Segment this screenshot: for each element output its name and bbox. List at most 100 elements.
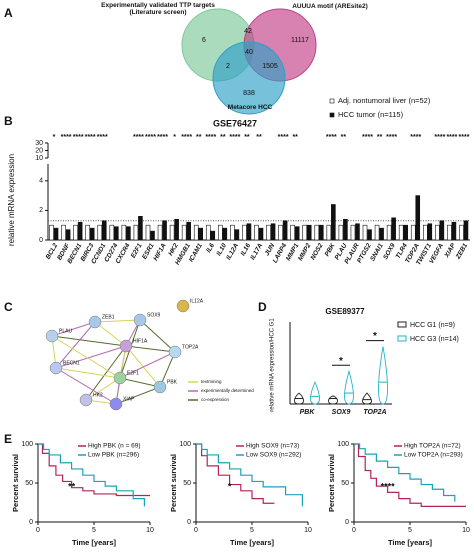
- y-tick-label: 4: [39, 178, 43, 185]
- significance: *: [173, 134, 176, 141]
- significance: ****: [73, 134, 84, 141]
- network-edge: [51, 321, 96, 337]
- significance: ****: [459, 134, 470, 141]
- x-tick-label: HIF1A: [152, 242, 168, 262]
- network-edge: [94, 321, 127, 347]
- bar: [439, 220, 445, 241]
- panel-letter: A: [4, 6, 13, 20]
- bar: [266, 224, 271, 241]
- significance: ****: [381, 481, 396, 491]
- bar: [205, 224, 211, 241]
- x-tick-label: 0: [36, 527, 40, 534]
- chart-title: GSE89377: [325, 307, 365, 316]
- legend-label: High SOX9 (n=73): [246, 443, 299, 450]
- bar: [181, 224, 187, 241]
- bar: [85, 224, 90, 241]
- legend-label: HCC tumor (n=115): [338, 110, 404, 119]
- bar: [403, 224, 408, 241]
- network-node: [176, 299, 190, 313]
- y-tick-label: 10: [35, 155, 43, 162]
- significance: ****: [362, 134, 373, 141]
- x-tick-label: 10: [146, 527, 154, 534]
- venn-set-label: AUUUA motif (AREsite2): [292, 3, 368, 10]
- bar: [447, 224, 452, 241]
- legend-label: HCC G1 (n=9): [410, 322, 455, 329]
- network-edge: [159, 351, 176, 388]
- significance: ****: [205, 134, 216, 141]
- node-label: PBK: [167, 379, 178, 385]
- survival-curve: [354, 443, 466, 507]
- significance: ****: [229, 134, 240, 141]
- bar: [162, 220, 167, 241]
- survival-curve: [196, 443, 275, 504]
- survival-curve: [196, 443, 303, 507]
- network-edge: [85, 377, 121, 401]
- survival-curve: [354, 443, 456, 502]
- node-label: PLAU: [59, 328, 72, 334]
- network-edge: [125, 345, 176, 353]
- bar: [398, 224, 404, 241]
- bar: [314, 224, 320, 241]
- bar: [294, 226, 300, 241]
- y-tick-label: 50: [183, 480, 191, 487]
- bar: [326, 224, 332, 241]
- node-label: ZEB1: [102, 314, 115, 320]
- node-label: XIAP: [123, 396, 135, 402]
- panel-letter: B: [4, 114, 13, 128]
- x-tick-label: 5: [250, 527, 254, 534]
- network-edge: [119, 351, 176, 379]
- x-tick-label: SOX9: [382, 242, 397, 261]
- x-axis-label: Time [years]: [72, 538, 117, 547]
- significance: ****: [181, 134, 192, 141]
- bar: [89, 227, 95, 241]
- bar: [101, 220, 107, 241]
- node-label: BECN1: [63, 360, 80, 366]
- violin: [378, 346, 388, 405]
- network-edge: [55, 367, 121, 379]
- bar: [331, 204, 336, 241]
- panel-letter: D: [258, 300, 267, 314]
- network-node: [88, 315, 102, 329]
- node-label: IL12A: [190, 298, 204, 304]
- network-node: [133, 313, 147, 327]
- bar: [410, 224, 416, 241]
- node-label: HK2: [93, 392, 103, 398]
- bar: [374, 224, 380, 241]
- node-label: SOX9: [147, 312, 161, 318]
- legend-label: Adj. nontumoral liver (n=52): [338, 96, 431, 105]
- legend-label: High TOP2A (n=72): [404, 443, 461, 450]
- x-tick-label: 0: [194, 527, 198, 534]
- x-tick-label: 10: [462, 527, 470, 534]
- significance: *: [339, 356, 343, 367]
- bar: [193, 224, 199, 241]
- venn-circle: [212, 41, 286, 115]
- x-tick-label: IL6: [205, 242, 216, 254]
- chart-title: GSE76427: [213, 118, 257, 128]
- bar: [73, 224, 78, 241]
- bar: [282, 220, 288, 241]
- y-tick-label: 2: [39, 207, 43, 214]
- bar: [367, 229, 372, 241]
- significance: **: [256, 134, 262, 141]
- y-axis-label: relative mRNA expression: [7, 154, 16, 246]
- venn-count: 40: [245, 49, 253, 56]
- y-tick-label: 50: [25, 480, 33, 487]
- bar: [121, 224, 127, 241]
- network-node: [109, 397, 123, 411]
- legend-label: Low TOP2A (n=293): [404, 452, 463, 459]
- significance: **: [68, 481, 76, 491]
- survival-curve: [38, 443, 145, 507]
- bar: [145, 224, 151, 241]
- significance: ****: [410, 134, 421, 141]
- legend-swatch: [397, 335, 407, 342]
- bar: [174, 218, 179, 241]
- venn-count: 6: [202, 37, 206, 44]
- bar: [451, 221, 457, 241]
- bar: [246, 223, 252, 241]
- bar: [61, 224, 66, 241]
- panel-letter: C: [4, 300, 13, 314]
- venn-count: 2: [226, 63, 230, 70]
- x-tick-label: 5: [408, 527, 412, 534]
- network-edge: [55, 367, 117, 405]
- significance: ****: [278, 134, 289, 141]
